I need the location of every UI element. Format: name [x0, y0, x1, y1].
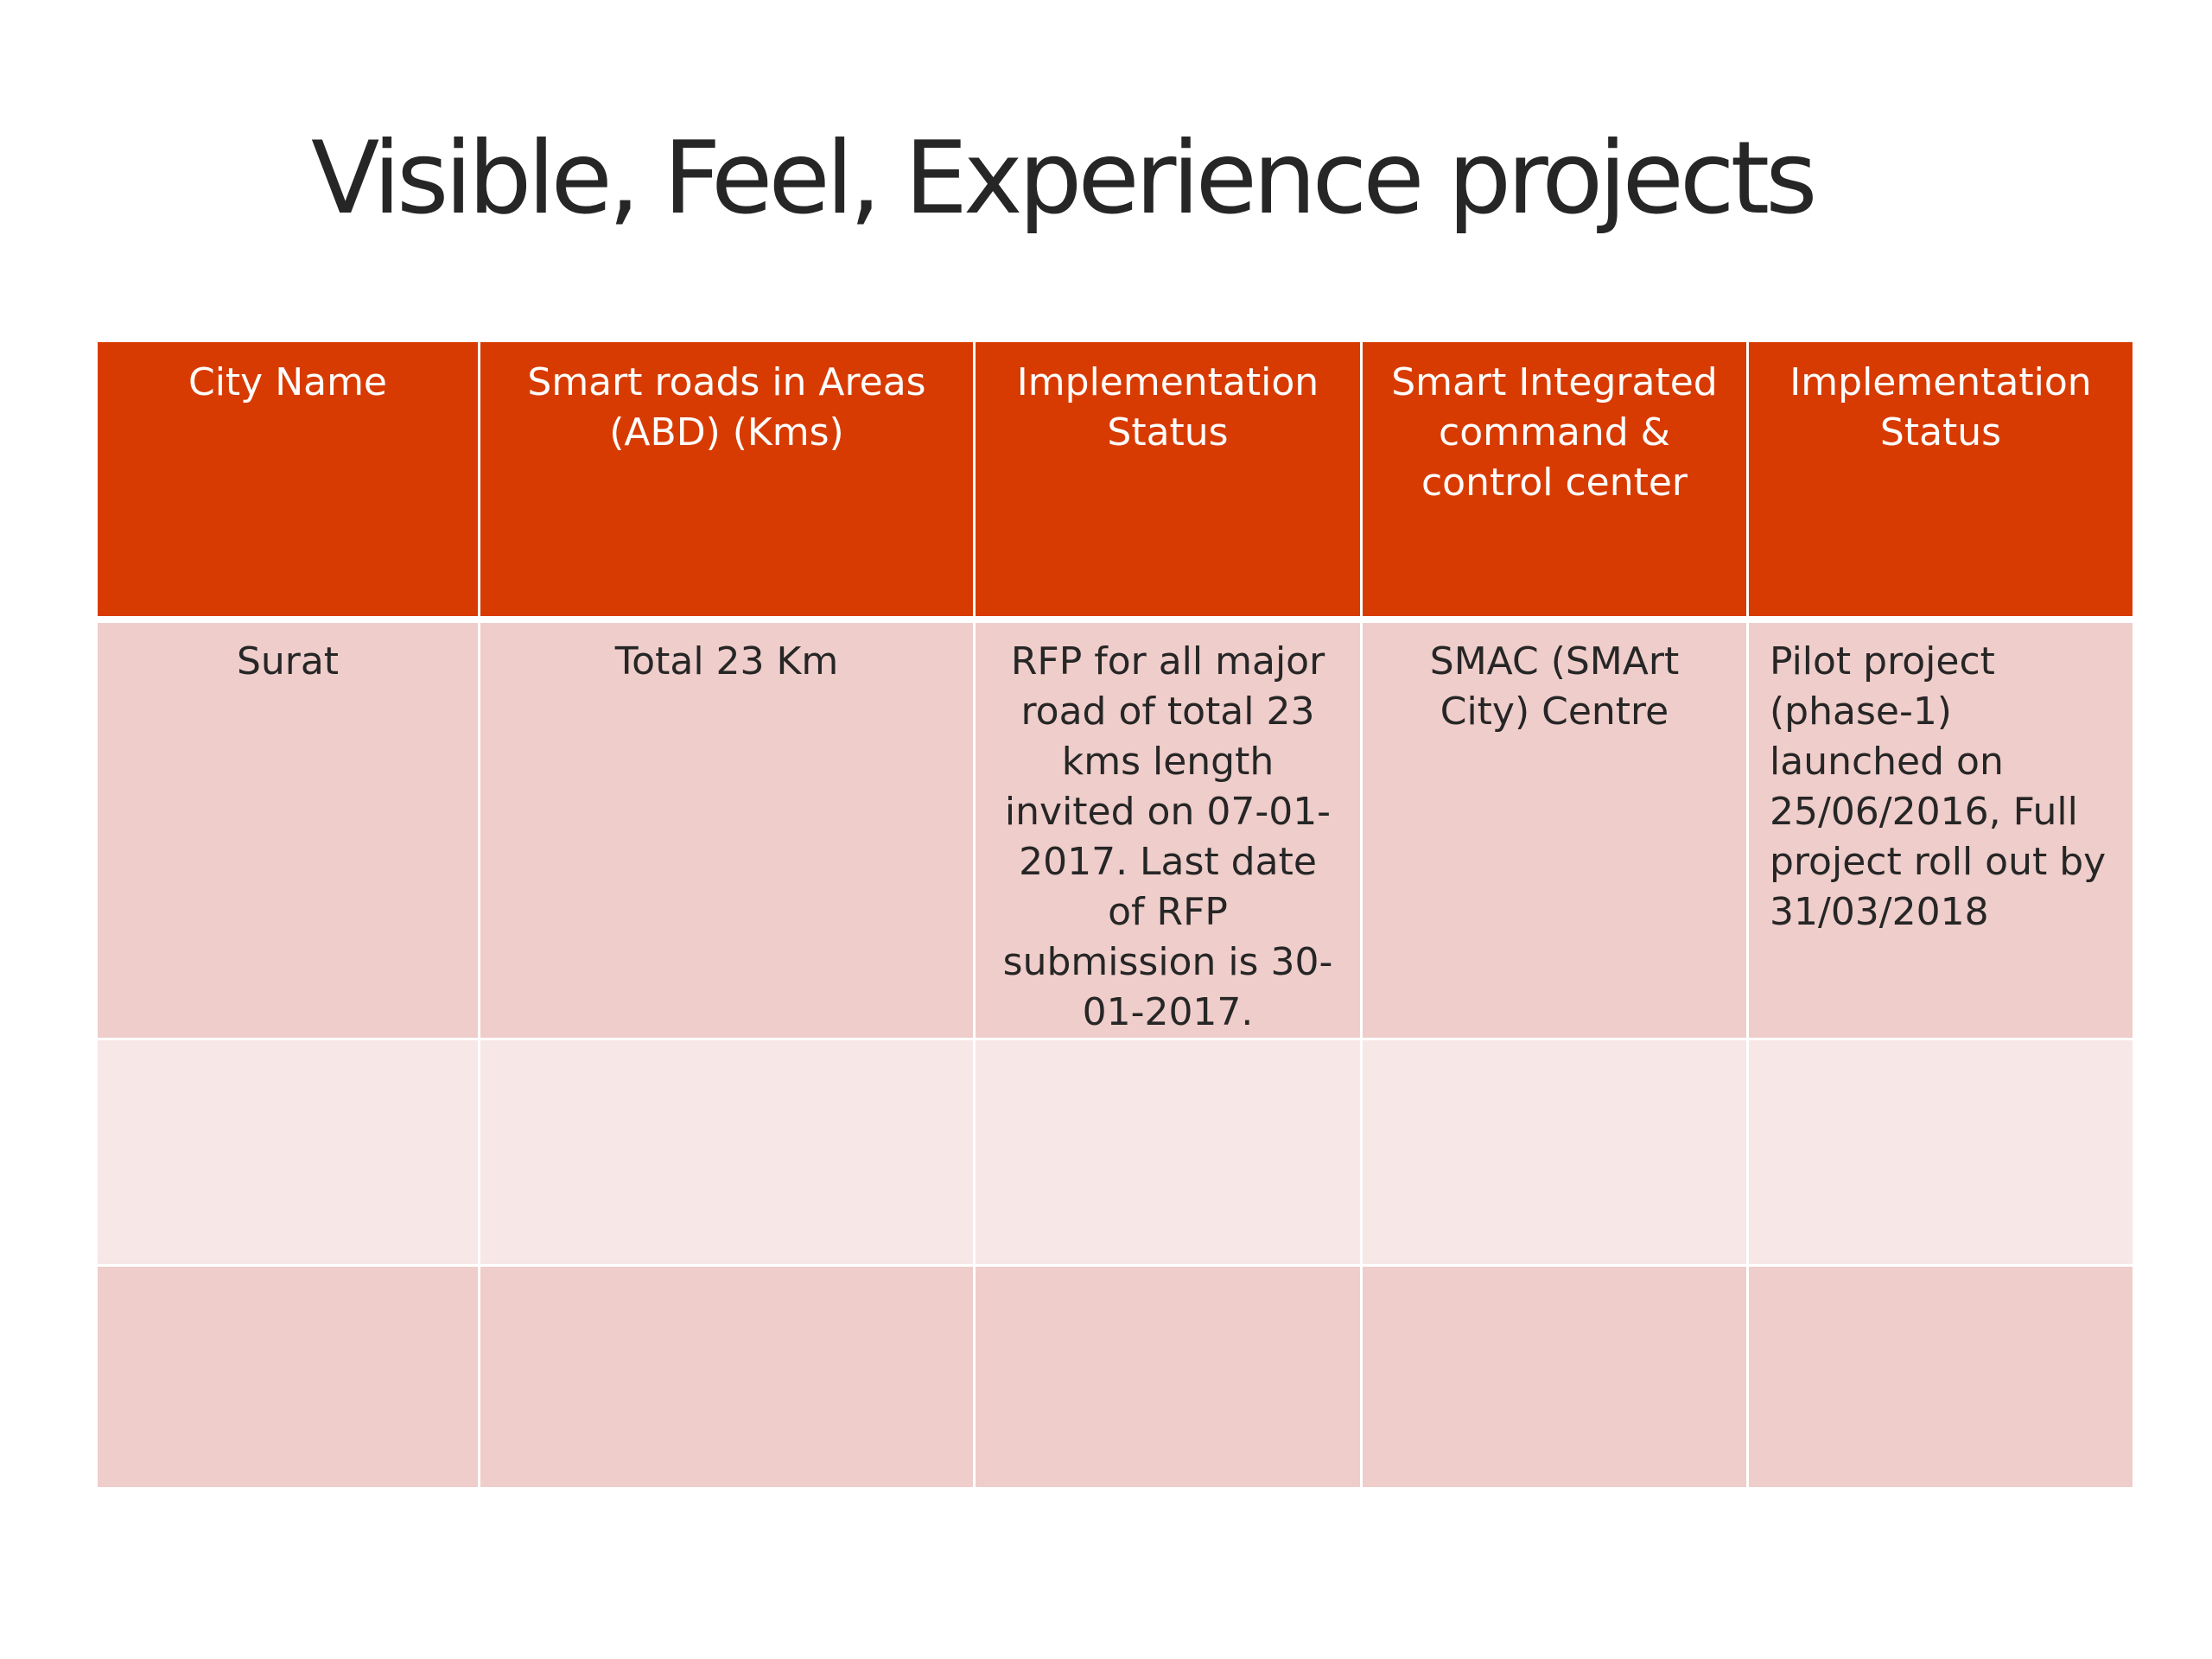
cell-smart-roads: Total 23 Km: [478, 618, 976, 1040]
cell-empty: [1746, 1263, 2135, 1490]
cell-empty: [478, 1263, 976, 1490]
cell-empty: [95, 1263, 480, 1490]
slide-title: Visible, Feel, Experience projects: [311, 120, 1818, 237]
cell-empty: [478, 1037, 976, 1267]
cell-empty: [1360, 1037, 1749, 1267]
table-row: [95, 1263, 2135, 1490]
cell-center-status: Pilot project (phase-1) launched on 25/0…: [1746, 618, 2135, 1040]
projects-table: City Name Smart roads in Areas (ABD) (Km…: [95, 340, 2135, 1490]
cell-city-name: Surat: [95, 618, 480, 1040]
cell-empty: [1360, 1263, 1749, 1490]
header-implementation-status-roads: Implementation Status: [973, 340, 1363, 623]
cell-empty: [95, 1037, 480, 1267]
header-city-name: City Name: [95, 340, 480, 623]
cell-empty: [973, 1263, 1363, 1490]
table-row: [95, 1037, 2135, 1267]
table-header-row: City Name Smart roads in Areas (ABD) (Km…: [95, 340, 2135, 623]
header-implementation-status-center: Implementation Status: [1746, 340, 2135, 623]
cell-empty: [973, 1037, 1363, 1267]
header-smart-roads: Smart roads in Areas (ABD) (Kms): [478, 340, 976, 623]
cell-empty: [1746, 1037, 2135, 1267]
cell-command-center: SMAC (SMArt City) Centre: [1360, 618, 1749, 1040]
header-command-control-center: Smart Integrated command & control cente…: [1360, 340, 1749, 623]
cell-roads-status: RFP for all major road of total 23 kms l…: [973, 618, 1363, 1040]
table-row: Surat Total 23 Km RFP for all major road…: [95, 618, 2135, 1040]
projects-table-container: City Name Smart roads in Areas (ABD) (Km…: [95, 340, 2135, 1490]
